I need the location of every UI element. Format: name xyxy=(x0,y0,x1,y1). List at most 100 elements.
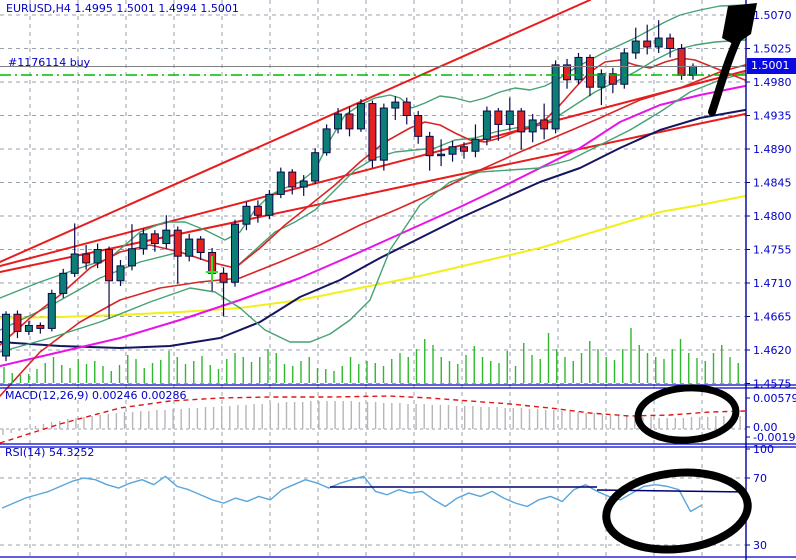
candle-bull xyxy=(47,292,56,329)
candle-bear xyxy=(425,135,434,157)
candle-bear xyxy=(345,113,354,130)
candle-bull xyxy=(620,52,629,85)
candle-bull xyxy=(2,313,10,357)
annotation-ellipse-macd xyxy=(634,384,740,444)
candle-bull xyxy=(597,73,606,88)
candle-bull xyxy=(242,205,251,225)
price-axis-label: 1.4890 xyxy=(753,143,792,156)
macd-axis-label: 0.00579 xyxy=(753,392,796,405)
candle-bull xyxy=(356,103,365,130)
candle-bear xyxy=(13,313,22,332)
candle-bull xyxy=(689,65,697,76)
candle-bull xyxy=(448,146,457,155)
overlay-lines xyxy=(0,0,746,397)
ma-slow-red xyxy=(0,64,746,397)
candle-bull xyxy=(116,265,125,282)
candle-bull xyxy=(70,253,79,274)
candle-bull xyxy=(93,249,102,264)
current-price-box: 1.5001 xyxy=(747,58,796,74)
candle-bear xyxy=(82,253,91,264)
macd-axis-label: 0.00 xyxy=(753,421,778,434)
candle-bull xyxy=(24,324,33,332)
candle-bull xyxy=(162,229,171,245)
ma-yellow xyxy=(0,195,746,319)
candle-bear xyxy=(105,249,114,282)
candle-bull xyxy=(391,101,400,109)
candlestick-series xyxy=(2,20,697,362)
buy-order-label: #1176114 buy xyxy=(8,56,91,69)
candle-bear xyxy=(643,40,652,48)
candle-bear xyxy=(517,110,526,133)
price-axis-label: 1.5025 xyxy=(753,43,792,56)
candle-bull xyxy=(311,152,320,182)
rsi-indicator-label: RSI(14) 54.3252 xyxy=(5,446,95,459)
candle-bull xyxy=(505,110,514,125)
candle-bear xyxy=(288,171,297,188)
candle-bear xyxy=(253,205,262,216)
candle-bear xyxy=(173,229,182,257)
rsi-axis-label: 30 xyxy=(753,539,767,552)
candle-bull xyxy=(482,110,491,140)
candle-bear xyxy=(402,101,411,116)
candle-bear xyxy=(368,103,377,161)
candle-bear xyxy=(677,48,686,76)
lime-cross-marker xyxy=(206,256,218,282)
price-axis-label: 1.4665 xyxy=(753,311,792,324)
trendline-support-upper xyxy=(0,70,746,267)
price-axis-label: 1.4845 xyxy=(753,177,792,190)
candle-bull xyxy=(185,238,194,257)
price-axis-label: 1.4800 xyxy=(753,210,792,223)
candle-bull xyxy=(471,138,480,152)
price-axis-label: 1.4710 xyxy=(753,277,792,290)
candle-bull xyxy=(437,153,446,157)
candle-bull xyxy=(654,37,663,48)
volume-series xyxy=(3,328,739,383)
price-axis-label: 1.4935 xyxy=(753,110,792,123)
candle-bear xyxy=(414,115,423,137)
candle-bull xyxy=(334,113,343,130)
candle-bear xyxy=(585,56,594,88)
candle-bear xyxy=(150,233,159,245)
ma-navy xyxy=(0,109,746,349)
candle-bear xyxy=(494,110,503,125)
candle-bear xyxy=(219,272,228,283)
candle-bear xyxy=(666,37,675,49)
candle-bear xyxy=(460,146,468,152)
candle-bear xyxy=(608,73,617,85)
candle-bull xyxy=(127,248,136,267)
chart-symbol-ohlc-label: EURUSD,H4 1.4995 1.5001 1.4994 1.5001 xyxy=(6,2,239,15)
annotation-ellipse-rsi xyxy=(602,468,752,554)
candle-bull xyxy=(299,180,308,188)
candle-bull xyxy=(276,171,285,195)
candle-bull xyxy=(231,223,239,283)
candle-bull xyxy=(528,119,537,133)
annotation-arrow-head xyxy=(722,3,757,45)
candle-bull xyxy=(574,56,583,81)
candle-bull xyxy=(265,193,274,216)
candle-bull xyxy=(139,233,148,250)
rsi-axis-label: 100 xyxy=(753,443,774,456)
rsi-axis-label: 70 xyxy=(753,472,767,485)
price-axis-label: 1.4980 xyxy=(753,76,792,89)
macd-signal-line xyxy=(0,395,746,444)
macd-histogram xyxy=(2,401,741,435)
price-axis-label: 1.4755 xyxy=(753,244,792,257)
ma-magenta xyxy=(0,85,746,367)
candle-bull xyxy=(59,272,68,294)
price-axis-label: 1.4575 xyxy=(753,378,792,391)
candle-bear xyxy=(196,238,205,253)
candle-bear xyxy=(563,64,572,81)
panel-separators xyxy=(0,384,796,558)
hand-annotations xyxy=(602,3,757,554)
rsi-line xyxy=(1,475,703,513)
candle-bull xyxy=(379,107,388,161)
bollinger-lower xyxy=(0,72,746,353)
macd-indicator-label: MACD(12,26,9) 0.00246 0.00286 xyxy=(5,389,187,402)
price-axis-label: 1.4620 xyxy=(753,344,792,357)
price-axis: 1.5070 1.5025 1.4980 1.4935 1.4890 1.4845 1.48… xyxy=(746,9,796,552)
bollinger-upper xyxy=(0,4,746,299)
trendline-steep xyxy=(0,0,591,263)
